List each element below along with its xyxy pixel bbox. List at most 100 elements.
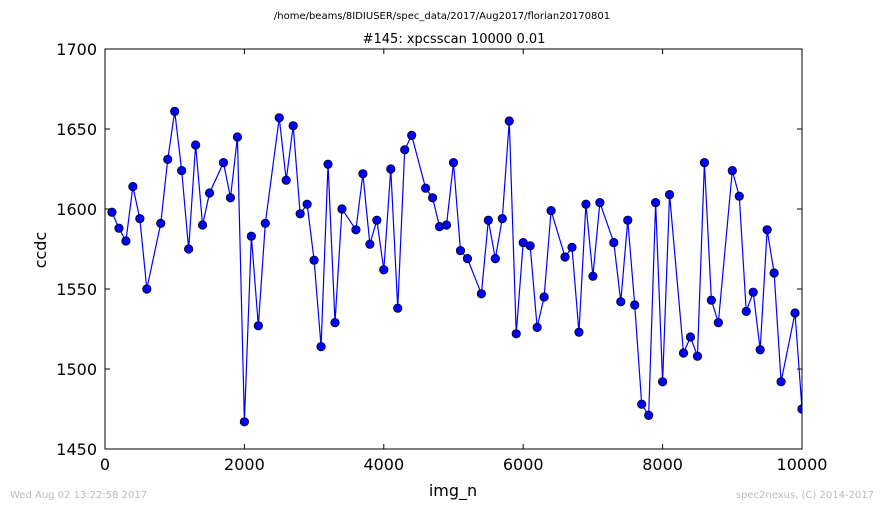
data-point	[727, 166, 737, 176]
data-point	[664, 190, 675, 200]
x-tick-label: 4000	[363, 455, 404, 474]
chart-title: #145: xpcsscan 10000 0.01	[363, 32, 546, 47]
series-layer	[107, 106, 802, 427]
data-point	[239, 417, 249, 427]
data-point	[616, 297, 626, 307]
data-point	[302, 199, 312, 209]
data-point	[706, 295, 716, 305]
data-point	[407, 130, 417, 140]
suptitle: /home/beams/8IDIUSER/spec_data/2017/Aug2…	[274, 11, 610, 22]
data-point	[595, 198, 605, 208]
y-axis-label: ccdc	[31, 232, 50, 269]
y-tick-label: 1700	[56, 40, 97, 59]
data-point	[400, 145, 410, 155]
data-point	[170, 106, 180, 117]
data-point	[776, 377, 786, 387]
data-point	[142, 284, 152, 294]
data-point	[156, 218, 166, 228]
data-point	[741, 306, 751, 316]
data-point	[630, 300, 640, 310]
data-point	[762, 225, 772, 235]
data-point	[532, 322, 542, 332]
data-point	[218, 158, 229, 168]
data-point	[713, 317, 723, 328]
data-point	[567, 242, 577, 252]
data-point	[755, 345, 765, 355]
data-point	[637, 399, 647, 409]
data-point	[421, 183, 431, 193]
data-point	[511, 329, 521, 339]
data-point	[560, 252, 570, 262]
data-point	[748, 287, 758, 297]
y-tick-label: 1600	[56, 200, 97, 219]
data-point	[260, 218, 270, 228]
data-point	[393, 303, 403, 313]
data-point	[581, 199, 591, 209]
y-tick-label: 1550	[56, 280, 97, 299]
data-point	[609, 238, 619, 248]
data-point	[483, 215, 493, 225]
data-point	[274, 113, 284, 123]
data-point	[323, 159, 333, 169]
data-point	[462, 254, 473, 264]
data-point	[330, 317, 340, 328]
data-point	[295, 209, 305, 219]
data-point	[177, 166, 187, 176]
data-point	[337, 204, 347, 214]
data-point	[281, 175, 291, 185]
data-point	[128, 182, 138, 192]
data-point	[316, 341, 326, 352]
data-point	[685, 332, 696, 342]
data-point	[121, 236, 131, 246]
data-point	[365, 239, 375, 249]
data-point	[574, 327, 584, 337]
data-point	[699, 158, 710, 168]
data-point	[657, 377, 668, 387]
data-point	[790, 308, 800, 318]
data-point	[525, 241, 535, 251]
plot-frame	[104, 48, 803, 450]
data-point	[107, 207, 117, 217]
data-point	[427, 193, 438, 203]
data-point	[163, 154, 173, 164]
data-point	[253, 321, 263, 331]
series-line	[111, 111, 802, 422]
data-point	[225, 193, 236, 203]
data-point	[623, 215, 633, 225]
y-tick-label: 1650	[56, 120, 97, 139]
data-point	[546, 206, 556, 216]
data-point	[539, 292, 549, 302]
data-point	[309, 255, 319, 265]
x-tick-label: 2000	[224, 455, 265, 474]
data-point	[246, 231, 256, 241]
data-point	[372, 215, 382, 225]
data-point	[197, 220, 208, 230]
data-point	[497, 214, 507, 224]
data-point	[651, 198, 661, 208]
data-point	[441, 220, 452, 230]
x-tick-label: 0	[100, 455, 110, 474]
footer-credit: spec2nexus, (C) 2014-2017	[736, 490, 874, 501]
data-point	[769, 268, 779, 278]
x-tick-label: 8000	[642, 455, 683, 474]
data-point	[386, 164, 396, 174]
data-point	[455, 246, 466, 256]
x-axis-label: img_n	[429, 481, 477, 501]
data-point	[204, 188, 215, 198]
data-point	[184, 244, 194, 254]
footer-timestamp: Wed Aug 02 13:22:58 2017	[10, 490, 147, 501]
data-point	[734, 191, 744, 201]
data-point	[232, 132, 243, 142]
data-point	[678, 348, 689, 358]
series-group	[107, 106, 802, 427]
axis-ticks: 0 2000 4000 6000 8000 10000 1450 1500 1550 1600 16…	[56, 40, 827, 474]
data-point	[644, 410, 654, 420]
data-point	[351, 225, 361, 235]
data-point	[191, 140, 201, 150]
data-point	[476, 289, 486, 299]
data-point	[588, 271, 598, 281]
data-point	[692, 351, 703, 361]
data-point	[379, 265, 389, 275]
data-point	[135, 214, 145, 224]
